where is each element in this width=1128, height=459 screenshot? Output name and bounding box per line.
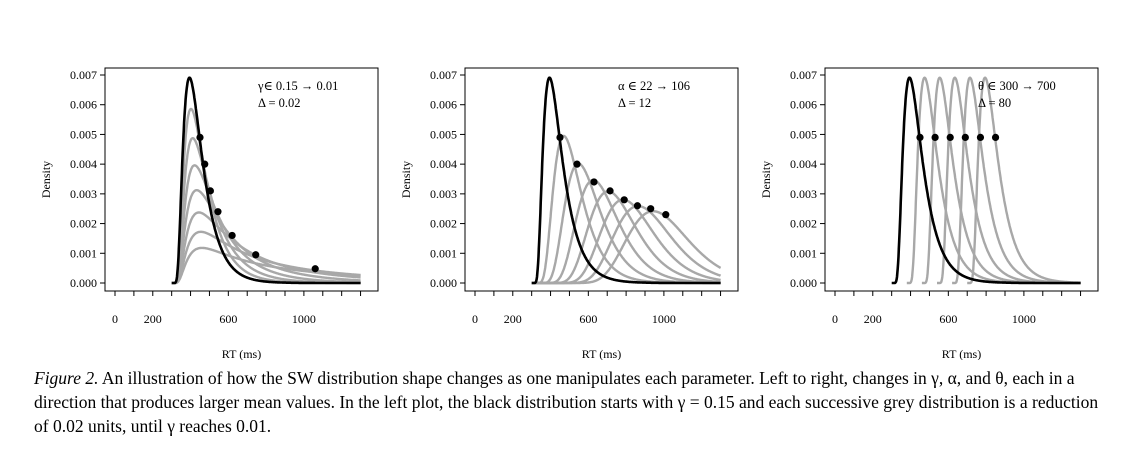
x-tick-label: 600 xyxy=(579,312,597,326)
series-marker xyxy=(916,133,924,141)
series-marker xyxy=(946,133,954,141)
caption-text: An illustration of how the SW distributi… xyxy=(34,368,1099,436)
series-marker xyxy=(662,211,670,219)
x-tick-label: 1000 xyxy=(292,312,316,326)
y-tick-label: 0.007 xyxy=(790,68,817,82)
figure-panels: 0.000 0.001 0.002 0.003 0.004 0.005 0.006 0.007… xyxy=(39,67,1099,360)
series-marker xyxy=(252,251,260,259)
annotation-line: α ∈ 22 → 106 xyxy=(618,79,690,93)
plot-frame xyxy=(464,67,739,292)
y-tick-label: 0.000 xyxy=(70,276,97,290)
annotation-line: Δ = 80 xyxy=(978,96,1011,110)
caption-label: Figure 2. xyxy=(34,368,99,388)
series-marker xyxy=(214,208,222,216)
series-marker xyxy=(201,160,209,168)
annotation-line: γ∈ 0.15 → 0.01 xyxy=(257,79,338,93)
y-tick-label: 0.001 xyxy=(430,246,457,260)
chart-panel-2: 0.000 0.001 0.002 0.003 0.004 0.005 0.006 0.007… xyxy=(399,67,739,360)
series-marker xyxy=(633,202,642,210)
series-marker xyxy=(991,133,1000,141)
x-tick-label: 0 xyxy=(472,312,478,326)
y-tick-label: 0.001 xyxy=(790,246,817,260)
y-axis-title: Density xyxy=(399,161,413,198)
x-tick-label: 0 xyxy=(112,312,118,326)
chart-panel-3: 0.000 0.001 0.002 0.003 0.004 0.005 0.006 0.007… xyxy=(759,67,1099,360)
y-tick-label: 0.005 xyxy=(790,127,817,141)
y-tick-label: 0.004 xyxy=(790,157,817,171)
series-line-variant xyxy=(170,189,362,285)
x-tick-label: 200 xyxy=(864,312,882,326)
y-tick-label: 0.005 xyxy=(70,127,97,141)
plot-frame xyxy=(824,67,1099,292)
plot-frame xyxy=(104,67,379,292)
series-marker xyxy=(976,133,985,141)
series-line-base xyxy=(890,76,1082,285)
y-tick-label: 0.003 xyxy=(70,187,97,201)
series-marker xyxy=(931,133,939,141)
x-tick-label: 200 xyxy=(504,312,522,326)
y-tick-label: 0.000 xyxy=(430,276,457,290)
series-marker xyxy=(573,160,581,168)
y-tick-label: 0.007 xyxy=(70,68,97,82)
y-tick-label: 0.003 xyxy=(430,187,457,201)
x-axis-title: RT (ms) xyxy=(942,347,981,360)
series-line-variant xyxy=(530,162,722,285)
y-tick-label: 0.006 xyxy=(430,98,457,112)
y-tick-label: 0.002 xyxy=(430,217,457,231)
y-tick-label: 0.007 xyxy=(430,68,457,82)
y-tick-label: 0.006 xyxy=(790,98,817,112)
x-tick-label: 1000 xyxy=(1012,312,1036,326)
y-tick-label: 0.000 xyxy=(790,276,817,290)
y-axis-title: Density xyxy=(39,161,53,198)
x-axis-title: RT (ms) xyxy=(222,347,261,360)
x-axis-title: RT (ms) xyxy=(582,347,621,360)
annotation-line: θ ∈ 300 → 700 xyxy=(978,79,1056,93)
y-tick-label: 0.003 xyxy=(790,187,817,201)
series-marker xyxy=(590,178,598,186)
series-marker xyxy=(206,187,214,195)
annotation-line: Δ = 0.02 xyxy=(258,96,301,110)
y-tick-label: 0.002 xyxy=(790,217,817,231)
figure-caption: Figure 2. An illustration of how the SW … xyxy=(34,366,1114,438)
series-marker xyxy=(606,187,614,195)
x-tick-label: 600 xyxy=(219,312,237,326)
y-axis-title: Density xyxy=(759,161,773,198)
series-marker xyxy=(311,265,319,273)
series-line-base xyxy=(530,76,722,285)
x-tick-label: 200 xyxy=(144,312,162,326)
series-line-variant xyxy=(530,210,722,285)
chart-panel-1: 0.000 0.001 0.002 0.003 0.004 0.005 0.006 0.007… xyxy=(39,67,379,360)
series-line-variant xyxy=(170,164,362,285)
annotation-line: Δ = 12 xyxy=(618,96,651,110)
y-tick-label: 0.004 xyxy=(70,157,97,171)
series-marker xyxy=(556,133,564,141)
series-line-variant xyxy=(530,178,722,285)
series-marker xyxy=(228,231,236,240)
x-tick-label: 0 xyxy=(832,312,838,326)
y-tick-label: 0.005 xyxy=(430,127,457,141)
series-line-variant xyxy=(170,246,362,285)
y-tick-label: 0.004 xyxy=(430,157,457,171)
series-marker xyxy=(961,133,969,141)
series-marker xyxy=(647,205,655,213)
series-marker xyxy=(620,196,628,204)
y-tick-label: 0.001 xyxy=(70,246,97,260)
y-tick-label: 0.006 xyxy=(70,98,97,112)
series-line-variant xyxy=(966,76,1082,285)
series-marker xyxy=(196,133,204,141)
y-tick-label: 0.002 xyxy=(70,217,97,231)
x-tick-label: 1000 xyxy=(652,312,676,326)
x-tick-label: 600 xyxy=(939,312,957,326)
